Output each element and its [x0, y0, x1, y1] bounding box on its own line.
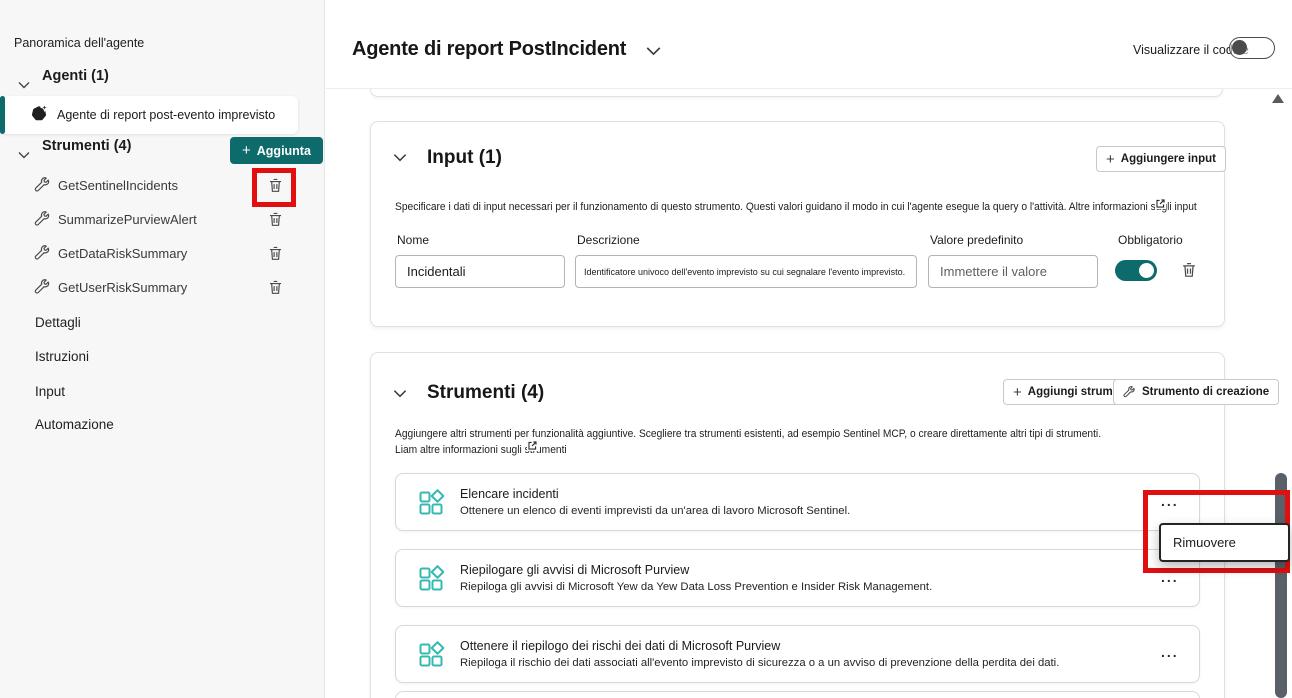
required-field-label: Obbligatorio	[1118, 233, 1183, 247]
selected-indicator	[0, 96, 5, 134]
plugin-icon	[416, 487, 448, 519]
title-chevron-down-icon[interactable]	[646, 46, 661, 56]
add-tool-label: Aggiungi strumento	[1027, 386, 1138, 398]
toggle-knob	[1139, 263, 1154, 278]
agents-chevron-down-icon[interactable]	[18, 76, 30, 94]
delete-tool-icon[interactable]	[267, 279, 284, 296]
context-menu-item-remove[interactable]: Rimuovere	[1173, 535, 1236, 550]
required-toggle[interactable]	[1115, 260, 1157, 281]
delete-input-icon[interactable]	[1180, 261, 1198, 279]
input-section-chevron-down-icon[interactable]	[393, 153, 407, 162]
tool-card-riepilogare-avvisi[interactable]: Riepilogare gli avvisi di Microsoft Purv…	[395, 549, 1200, 607]
tool-card-elencare-incidenti[interactable]: Elencare incidenti Ottenere un elenco di…	[395, 473, 1200, 531]
plus-icon: +	[1013, 383, 1022, 401]
wrench-icon	[1123, 385, 1136, 399]
delete-tool-icon[interactable]	[267, 177, 284, 194]
tool-card-partial	[395, 691, 1200, 698]
sidebar-item-input[interactable]: Input	[35, 384, 66, 399]
sidebar-tool-getsentinelincidents[interactable]: GetSentinelIncidents	[58, 178, 178, 193]
name-field-label: Nome	[397, 233, 430, 247]
sidebar-title: Panoramica dell'agente	[14, 36, 145, 50]
default-value-input[interactable]	[928, 255, 1098, 288]
tool-card-title: Riepilogare gli avvisi di Microsoft Purv…	[460, 563, 690, 577]
more-options-button[interactable]: ...	[1161, 493, 1179, 509]
create-tool-button[interactable]: Strumento di creazione	[1113, 379, 1280, 405]
tools-section-title: Strumenti (4)	[427, 382, 545, 403]
sidebar-item-automazione[interactable]: Automazione	[35, 417, 114, 432]
scroll-up-icon[interactable]	[1272, 94, 1284, 103]
input-section-card	[370, 121, 1225, 327]
tool-card-description: Ottenere un elenco di eventi imprevisti …	[460, 505, 851, 517]
description-field-label: Descrizione	[577, 233, 640, 247]
agent-icon	[29, 103, 51, 125]
annotation-box-delete-icon	[252, 168, 296, 207]
default-value-field-label: Valore predefinito	[930, 233, 1024, 247]
sidebar-tool-getdatarisksummary[interactable]: GetDataRiskSummary	[58, 246, 188, 261]
tool-card-title: Elencare incidenti	[460, 487, 559, 501]
more-options-button[interactable]: ...	[1161, 644, 1179, 660]
toggle-knob	[1232, 40, 1247, 55]
tool-card-riepilogo-rischi[interactable]: Ottenere il riepilogo dei rischi dei dat…	[395, 625, 1200, 683]
more-options-button[interactable]: ...	[1161, 569, 1179, 585]
sidebar-tool-summarizepurviewalert[interactable]: SummarizePurviewAlert	[58, 212, 197, 227]
name-input[interactable]	[395, 255, 565, 288]
sidebar-group-agents[interactable]: Agenti (1)	[42, 68, 109, 84]
input-section-title: Input (1)	[427, 147, 502, 168]
sidebar: Panoramica dell'agente Agenti (1) Agente…	[0, 0, 325, 698]
add-input-button[interactable]: + Aggiungere input	[1096, 146, 1226, 172]
sidebar-item-istruzioni[interactable]: Istruzioni	[35, 349, 90, 364]
plugin-icon	[416, 639, 448, 671]
plus-icon: +	[242, 142, 251, 159]
sidebar-add-button[interactable]: + Aggiunta	[230, 137, 323, 164]
tools-section-chevron-down-icon[interactable]	[393, 389, 407, 398]
page-title: Agente di report PostIncident	[352, 38, 627, 60]
external-link-icon[interactable]	[527, 440, 538, 451]
context-menu: Rimuovere	[1159, 523, 1290, 562]
tools-description-line1: Aggiungere altri strumenti per funzional…	[395, 428, 1102, 440]
tool-card-description: Riepiloga gli avvisi di Microsoft Yew da…	[460, 581, 933, 593]
sidebar-item-agent-label: Agente di report post-evento imprevisto	[57, 108, 276, 122]
wrench-icon	[34, 279, 51, 296]
view-code-label: Visualizzare il codice	[1133, 43, 1249, 57]
partial-card-above	[370, 89, 1223, 97]
tool-card-description: Riepiloga il rischio dei dati associati …	[460, 657, 1060, 669]
input-section-description: Specificare i dati di input necessari pe…	[395, 201, 1197, 213]
tools-description-line2[interactable]: Liam altre informazioni sugli strumenti	[395, 444, 567, 456]
sidebar-add-label: Aggiunta	[256, 143, 311, 158]
description-input[interactable]	[575, 255, 917, 288]
sidebar-group-tools[interactable]: Strumenti (4)	[42, 138, 132, 154]
delete-tool-icon[interactable]	[267, 245, 284, 262]
view-code-toggle[interactable]	[1229, 37, 1275, 59]
wrench-icon	[34, 245, 51, 262]
sidebar-item-dettagli[interactable]: Dettagli	[35, 315, 81, 330]
sidebar-item-selected-agent[interactable]	[0, 96, 298, 134]
add-input-label: Aggiungere input	[1120, 153, 1216, 165]
delete-tool-icon[interactable]	[267, 211, 284, 228]
create-tool-label: Strumento di creazione	[1142, 386, 1270, 398]
plugin-icon	[416, 563, 448, 595]
sidebar-tool-getuserrisksummary[interactable]: GetUserRiskSummary	[58, 280, 188, 295]
wrench-icon	[34, 177, 51, 194]
plus-icon: +	[1106, 150, 1115, 168]
external-link-icon[interactable]	[1155, 198, 1166, 209]
wrench-icon	[34, 211, 51, 228]
header-divider	[326, 88, 1292, 89]
tool-card-title: Ottenere il riepilogo dei rischi dei dat…	[460, 639, 781, 653]
tools-chevron-down-icon[interactable]	[18, 146, 30, 164]
